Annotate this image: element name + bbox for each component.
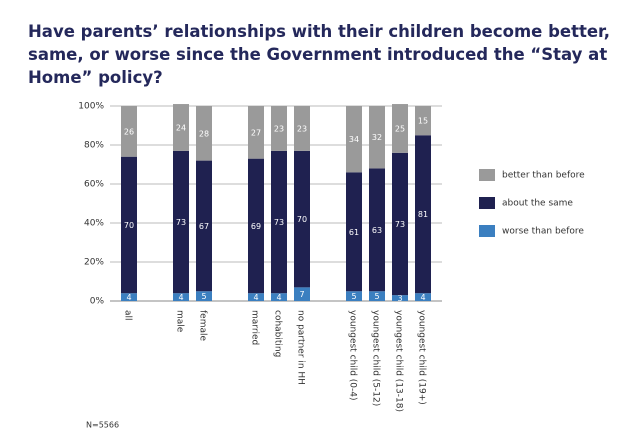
bar-segment [369,291,385,301]
data-label: 23 [297,124,307,133]
x-tick-label: all [123,310,133,321]
chart-title: Have parents’ relationships with their c… [28,22,611,87]
data-label: 69 [251,222,261,231]
x-tick-label: no partner in HH [296,310,306,385]
bar-segment [271,150,287,294]
data-label: 4 [276,293,281,302]
x-tick-label: female [198,310,208,341]
data-label: 67 [199,222,209,231]
bar-segment [369,168,385,292]
bar-segment [392,104,408,153]
y-tick-label: 20% [84,258,104,268]
data-label: 70 [297,215,307,224]
bar-segment [294,106,310,151]
bar-segment [346,106,362,173]
data-label: 7 [299,290,304,299]
data-label: 63 [372,226,382,235]
data-label: 4 [253,293,258,302]
data-label: 4 [126,293,131,302]
bar-segment [392,295,408,301]
bar-segment [369,106,385,169]
y-tick-label: 0% [90,297,105,307]
bar-segment [173,150,189,294]
data-label: 73 [274,218,284,227]
bar-segment [196,160,212,292]
legend-label: about the same [502,199,573,209]
bar-segment [346,291,362,301]
bar-segment [346,172,362,292]
bar-segment [173,293,189,301]
bar-segment [196,106,212,161]
note: N=5566 [86,421,119,430]
data-label: 34 [349,135,359,144]
bar-segment [415,135,431,294]
data-label: 26 [124,127,134,136]
bar-segment [173,104,189,151]
legend-swatch [479,225,495,237]
legend-label: worse than before [502,227,584,237]
data-label: 3 [397,294,402,303]
bar-segment [196,291,212,301]
y-tick-label: 100% [78,102,104,112]
bar-segment [121,156,137,294]
data-label: 4 [420,293,425,302]
bar-segment [294,287,310,301]
data-label: 23 [274,124,284,133]
data-label: 73 [176,218,186,227]
bar-segment [415,293,431,301]
data-label: 15 [418,117,428,126]
legend-label: better than before [502,171,585,181]
x-tick-label: youngest child (19+) [417,310,427,405]
y-tick-label: 80% [84,141,104,151]
bar-segment [248,158,264,294]
data-label: 32 [372,133,382,142]
x-tick-label: married [250,310,260,345]
x-tick-label: male [175,310,185,333]
data-label: 70 [124,221,134,230]
bar-segment [271,106,287,151]
y-tick-label: 60% [84,180,104,190]
data-label: 5 [374,292,379,301]
bar-segment [248,293,264,301]
data-label: 25 [395,124,405,133]
y-tick-label: 40% [84,219,104,229]
bar-segment [248,106,264,159]
data-label: 28 [199,129,209,138]
x-tick-label: youngest child (5-12) [371,310,381,406]
bar-segment [121,106,137,157]
legend-swatch [479,169,495,181]
data-label: 73 [395,220,405,229]
x-tick-label: cohabiting [273,310,283,357]
bar-segment [271,293,287,301]
data-label: 4 [178,293,183,302]
bar-segment [121,293,137,301]
bar-segment [415,106,431,136]
data-label: 24 [176,123,186,132]
bar-segment [294,150,310,288]
x-tick-label: youngest child (0-4) [348,310,358,401]
legend-swatch [479,197,495,209]
data-label: 61 [349,228,359,237]
data-label: 5 [201,292,206,301]
x-tick-label: youngest child (13-18) [394,310,404,412]
data-label: 27 [251,128,261,137]
data-label: 81 [418,210,428,219]
data-label: 5 [351,292,356,301]
bar-segment [392,152,408,296]
